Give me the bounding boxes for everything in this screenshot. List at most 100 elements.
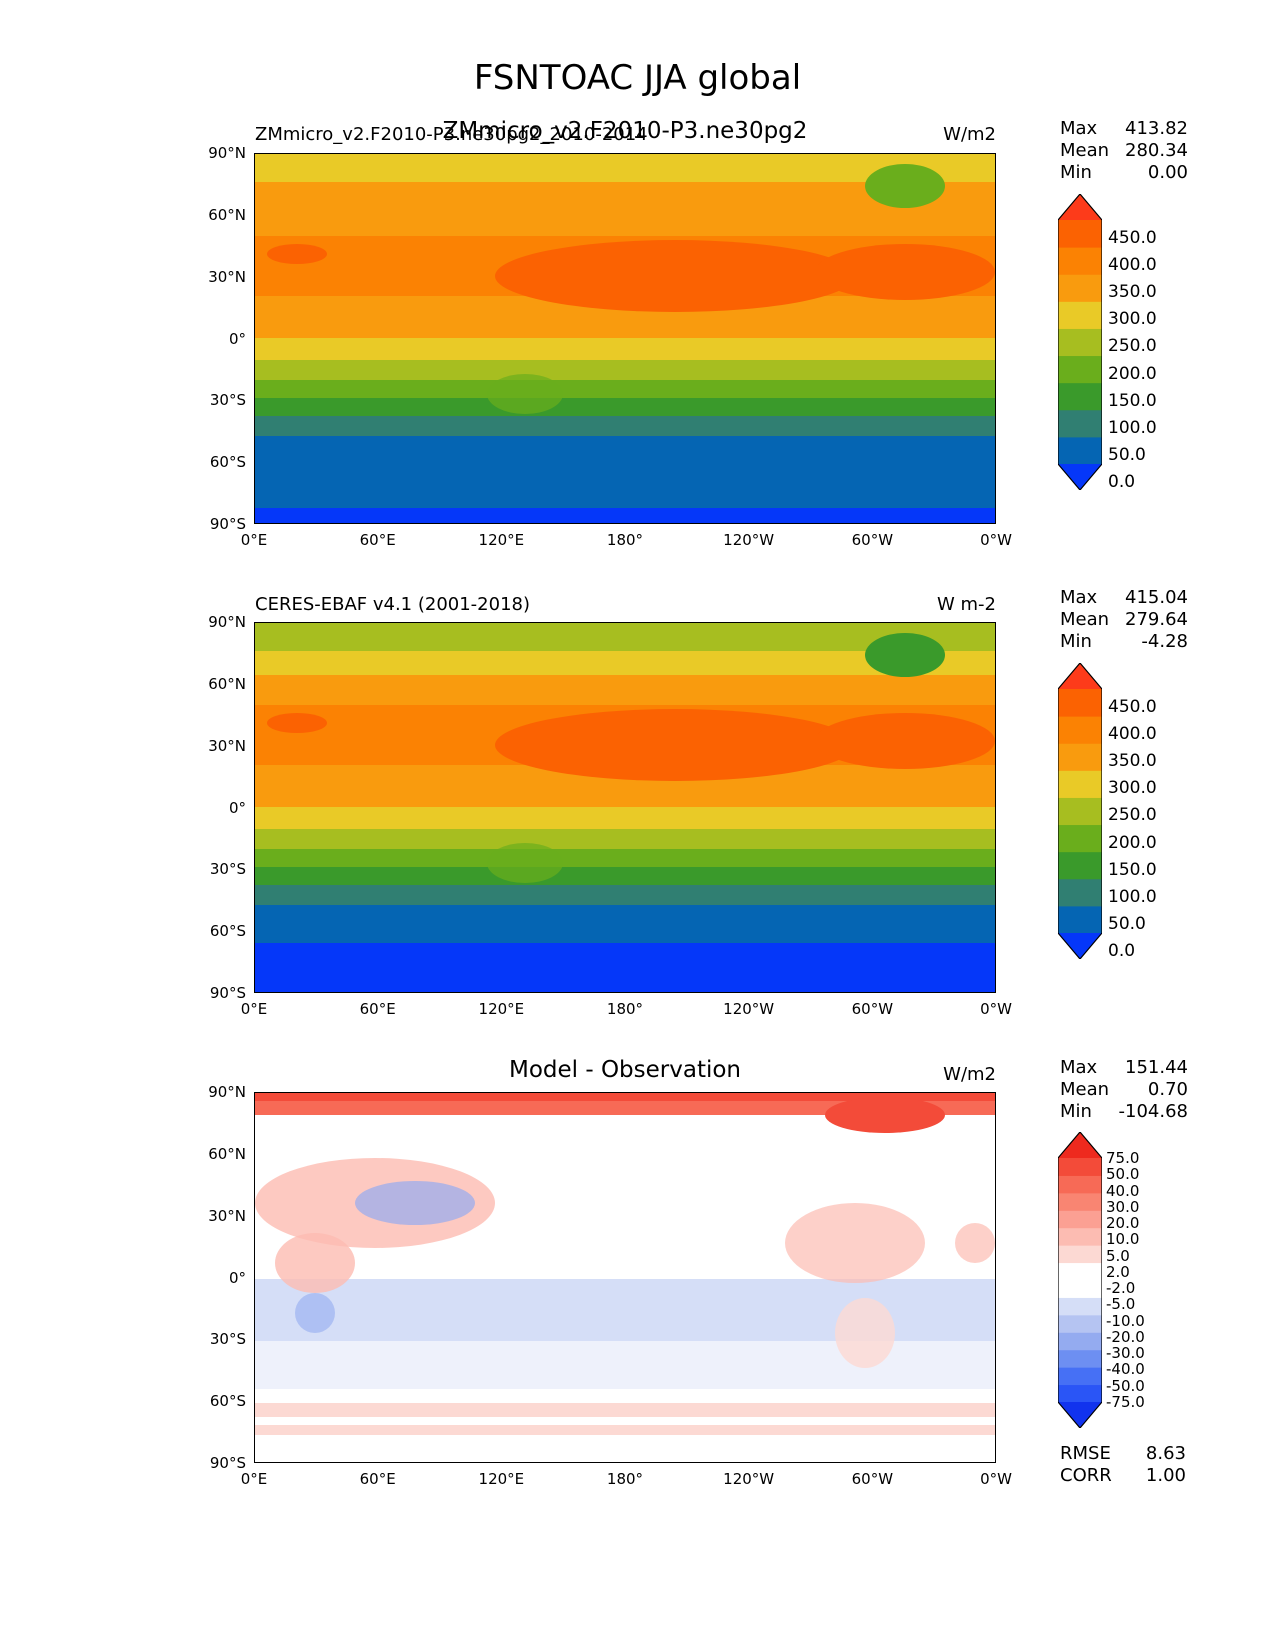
colorbar-tick-label: -20.0 <box>1106 1327 1145 1346</box>
colorbar-segment <box>1058 1297 1102 1316</box>
figure-title: FSNTOAC JJA global <box>473 58 802 98</box>
stat-label-mean: Mean <box>1060 609 1110 630</box>
colorbar-segment <box>1058 824 1102 853</box>
colorbar-tick-label: -30.0 <box>1106 1344 1145 1363</box>
colorbar-segment <box>1058 1314 1102 1333</box>
colorbar-tick-label: 200.0 <box>1108 363 1157 384</box>
colorbar-tick-label: 20.0 <box>1106 1214 1140 1233</box>
colorbar-segment <box>1058 716 1102 744</box>
stat-value-corr: 1.00 <box>1145 1465 1186 1486</box>
lat-tick-label: 60°N <box>208 674 246 693</box>
lat-tick-label: 0° <box>228 798 246 817</box>
colorbar-tick-label: 5.0 <box>1106 1246 1130 1265</box>
panel2-map-svg <box>255 623 995 992</box>
colorbar-tick-label: -40.0 <box>1106 1360 1145 1379</box>
colorbar-extend-bottom <box>1058 464 1102 490</box>
lon-tick-label: 120°W <box>723 531 775 549</box>
colorbar-segment <box>1058 1332 1102 1351</box>
lon-tick-label: 180° <box>606 531 644 549</box>
panel3-map <box>254 1092 996 1463</box>
colorbar-tick-label: 40.0 <box>1106 1181 1140 1200</box>
colorbar-segment <box>1058 1175 1102 1194</box>
colorbar-tick-label: 0.0 <box>1108 941 1136 961</box>
colorbar-segment <box>1058 689 1102 717</box>
colorbar-tick-label: 150.0 <box>1108 859 1157 880</box>
lon-tick-label: 120°E <box>478 1470 525 1488</box>
colorbar-segment <box>1058 1227 1102 1246</box>
stat-value-min: 0.00 <box>1147 162 1188 183</box>
colorbar-extend-top <box>1058 1132 1102 1158</box>
colorbar-segment <box>1058 770 1102 798</box>
colorbar-tick-label: -75.0 <box>1106 1393 1145 1411</box>
panel1-units: W/m2 <box>943 124 996 145</box>
panel3-colorbar-svg <box>1057 1131 1103 1429</box>
colorbar-tick-label: 300.0 <box>1108 778 1157 799</box>
stat-value-mean: 279.64 <box>1125 609 1188 630</box>
stat-label-max: Max <box>1060 118 1098 139</box>
lat-tick-label: 30°N <box>208 736 246 755</box>
colorbar-segment <box>1058 247 1102 275</box>
lat-tick-label: 30°N <box>208 1206 246 1225</box>
stat-label-min: Min <box>1060 631 1092 652</box>
colorbar-tick-label: 0.0 <box>1108 472 1136 492</box>
stat-label-mean: Mean <box>1060 140 1110 161</box>
colorbar-segment <box>1058 1349 1102 1368</box>
stat-value-max: 415.04 <box>1125 587 1188 608</box>
lon-tick-label: 120°W <box>723 1470 775 1488</box>
colorbar-segment <box>1058 301 1102 329</box>
colorbar-tick-label: 350.0 <box>1108 751 1157 772</box>
colorbar-tick-label: 75.0 <box>1106 1149 1140 1167</box>
colorbar-segment <box>1058 743 1102 771</box>
lat-tick-label: 30°S <box>209 391 246 410</box>
lat-tick-label: 90°N <box>208 1083 246 1101</box>
lon-tick-label: 0°W <box>980 1000 1012 1018</box>
stat-label-min: Min <box>1060 1101 1092 1122</box>
panel2-map <box>254 622 996 993</box>
colorbar-extend-bottom <box>1058 1402 1102 1428</box>
colorbar-tick-label: 400.0 <box>1108 724 1157 745</box>
colorbar-segment <box>1058 382 1102 411</box>
colorbar-tick-label: 250.0 <box>1108 336 1157 357</box>
colorbar-segment <box>1058 1192 1102 1211</box>
colorbar-tick-label: 50.0 <box>1108 444 1146 465</box>
panel2-colorbar-svg <box>1057 662 1103 960</box>
panel2-colorbar <box>1057 662 1103 963</box>
panel1-center-title: ZMmicro_v2.F2010-P3.ne30pg2 <box>442 118 808 144</box>
colorbar-tick-label: -10.0 <box>1106 1311 1145 1330</box>
stat-label-mean: Mean <box>1060 1079 1110 1100</box>
colorbar-tick-label: 150.0 <box>1108 390 1157 411</box>
colorbar-segment <box>1058 851 1102 880</box>
lon-tick-label: 60°W <box>851 531 894 549</box>
stat-value-min: -104.68 <box>1118 1101 1188 1122</box>
colorbar-segment <box>1058 274 1102 302</box>
colorbar-tick-label: 450.0 <box>1108 697 1157 717</box>
lat-tick-label: 90°S <box>209 984 246 1002</box>
colorbar-tick-label: -2.0 <box>1106 1279 1136 1298</box>
colorbar-tick-label: 50.0 <box>1106 1165 1140 1184</box>
panel3-center-title: Model - Observation <box>508 1057 742 1083</box>
colorbar-tick-label: 10.0 <box>1106 1230 1140 1249</box>
colorbar-tick-label: 350.0 <box>1108 282 1157 303</box>
panel1-left-title: ZMmicro_v2.F2010-P3.ne30pg2_2010-2014 <box>255 124 648 145</box>
lat-tick-label: 30°S <box>209 860 246 879</box>
colorbar-segment <box>1058 409 1102 438</box>
panel1-colorbar-svg <box>1057 193 1103 491</box>
stat-value-max: 151.44 <box>1125 1057 1188 1078</box>
colorbar-tick-label: -50.0 <box>1106 1376 1145 1395</box>
colorbar-segment <box>1058 1158 1102 1176</box>
stat-label-rmse: RMSE <box>1060 1443 1111 1464</box>
colorbar-extend-bottom <box>1058 933 1102 959</box>
colorbar-segment <box>1058 1384 1102 1403</box>
colorbar-tick-label: 100.0 <box>1108 886 1157 907</box>
lon-tick-label: 180° <box>606 1000 644 1018</box>
colorbar-segment <box>1058 1367 1102 1386</box>
panel1-map <box>254 153 996 524</box>
lat-tick-label: 60°S <box>209 453 246 472</box>
lat-tick-label: 60°N <box>208 205 246 224</box>
lon-tick-label: 60°E <box>359 1000 396 1018</box>
colorbar-tick-label: 2.0 <box>1106 1262 1130 1281</box>
colorbar-tick-label: 400.0 <box>1108 255 1157 276</box>
lat-tick-label: 30°N <box>208 267 246 286</box>
lat-tick-label: 90°S <box>209 515 246 533</box>
colorbar-segment <box>1058 328 1102 357</box>
